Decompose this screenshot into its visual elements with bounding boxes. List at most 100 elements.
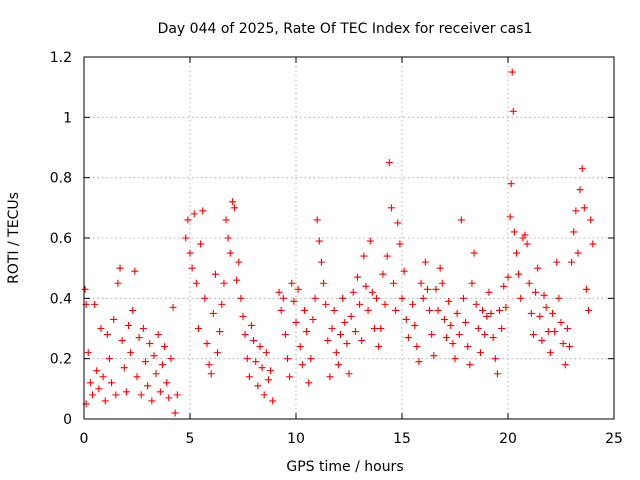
data-point — [161, 343, 169, 351]
data-point — [235, 258, 243, 266]
x-tick-label: 20 — [499, 431, 517, 447]
data-point — [152, 370, 160, 378]
data-point — [250, 337, 258, 345]
x-tick-label: 15 — [393, 431, 411, 447]
data-point — [182, 234, 190, 242]
data-point — [243, 355, 251, 363]
data-point — [506, 213, 514, 221]
data-point — [470, 249, 478, 257]
data-point — [298, 361, 306, 369]
data-point — [294, 285, 302, 293]
data-point — [339, 294, 347, 302]
data-point — [551, 328, 559, 336]
data-point — [158, 361, 166, 369]
data-point — [549, 309, 557, 317]
data-point — [557, 318, 565, 326]
data-point — [436, 264, 444, 272]
data-point — [366, 237, 374, 245]
data-point — [426, 306, 434, 314]
data-point — [582, 285, 590, 293]
data-point — [239, 312, 247, 320]
data-point — [375, 343, 383, 351]
data-point — [171, 409, 179, 417]
data-point — [507, 180, 515, 188]
data-point — [510, 228, 518, 236]
data-point — [150, 352, 158, 360]
data-point — [120, 364, 128, 372]
data-point — [286, 373, 294, 381]
data-point — [529, 331, 537, 339]
data-point — [385, 159, 393, 167]
data-point — [521, 231, 529, 239]
data-point — [173, 391, 181, 399]
data-point — [199, 207, 207, 215]
data-point — [281, 331, 289, 339]
data-point — [224, 234, 232, 242]
data-point — [362, 282, 370, 290]
x-tick-label: 5 — [186, 431, 195, 447]
data-point — [373, 294, 381, 302]
data-point — [565, 343, 573, 351]
data-point — [383, 252, 391, 260]
data-point — [438, 279, 446, 287]
y-tick-label: 0 — [63, 412, 72, 428]
data-point — [88, 391, 96, 399]
data-point — [279, 294, 287, 302]
data-point — [341, 318, 349, 326]
data-point — [479, 306, 487, 314]
data-point — [536, 312, 544, 320]
data-point — [233, 276, 241, 284]
data-point — [137, 391, 145, 399]
x-tick-label: 0 — [80, 431, 89, 447]
data-point — [258, 364, 266, 372]
data-point — [447, 321, 455, 329]
data-point — [303, 328, 311, 336]
y-tick-label: 0.2 — [50, 352, 72, 368]
data-point — [553, 258, 561, 266]
data-point — [288, 279, 296, 287]
data-point — [197, 240, 205, 248]
data-point — [453, 309, 461, 317]
data-point — [360, 252, 368, 260]
data-point — [377, 325, 385, 332]
data-point — [262, 349, 270, 357]
data-point — [396, 240, 404, 248]
data-points — [81, 68, 597, 417]
data-point — [504, 273, 512, 281]
data-point — [343, 340, 351, 348]
data-point — [491, 355, 499, 363]
data-point — [476, 349, 484, 357]
data-point — [245, 373, 253, 381]
data-point — [540, 291, 548, 299]
data-point — [186, 249, 194, 257]
data-point — [580, 204, 588, 212]
x-axis-label: GPS time / hours — [286, 459, 403, 475]
data-point — [411, 321, 419, 329]
data-point — [466, 361, 474, 369]
data-point — [330, 306, 338, 314]
y-axis-label: ROTI / TECUs — [6, 192, 22, 284]
data-point — [256, 343, 264, 351]
data-point — [127, 349, 135, 357]
data-point — [563, 325, 571, 332]
data-point — [398, 294, 406, 302]
data-point — [489, 334, 497, 342]
x-tick-label: 25 — [605, 431, 623, 447]
data-point — [322, 300, 330, 308]
data-point — [379, 270, 387, 278]
axis-ticks: 0 5 10 15 20 25 0 0.2 0.4 0.6 0.8 1 1.2 — [50, 50, 623, 447]
data-point — [290, 297, 298, 305]
data-point — [443, 334, 451, 342]
data-point — [472, 300, 480, 308]
data-point — [91, 300, 99, 308]
data-point — [561, 361, 569, 369]
data-point — [546, 349, 554, 357]
data-point — [353, 273, 361, 281]
data-point — [462, 318, 470, 326]
data-point — [334, 361, 342, 369]
data-point — [216, 328, 224, 336]
data-point — [337, 331, 345, 339]
data-point — [349, 288, 357, 296]
data-point — [487, 309, 495, 317]
